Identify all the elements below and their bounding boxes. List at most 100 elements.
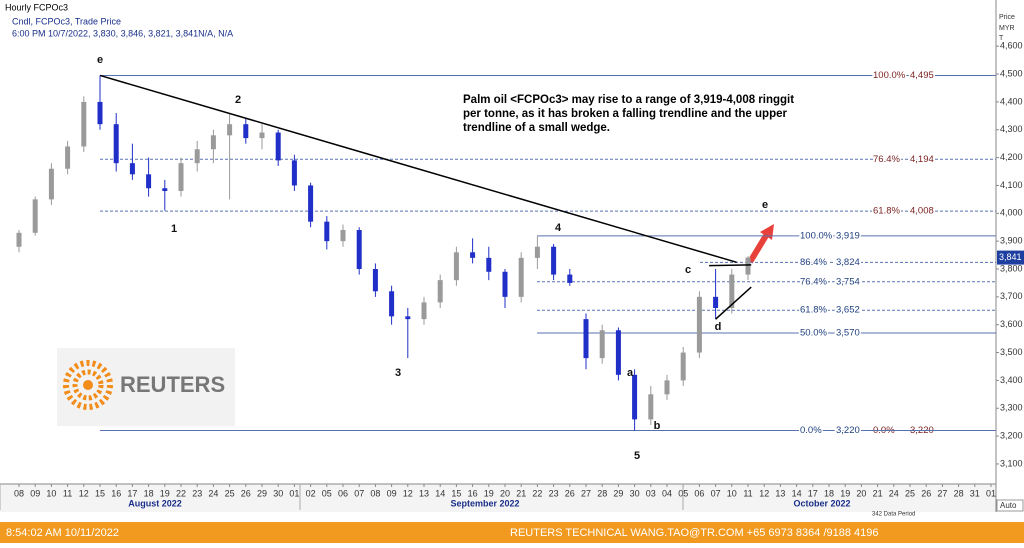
candle-body	[534, 246, 540, 258]
candle-body	[583, 319, 589, 359]
x-tick-label: 17	[808, 488, 818, 498]
candle-body	[194, 149, 200, 164]
x-tick-label: 30	[630, 488, 640, 498]
y-tick-label: 4,500	[1000, 68, 1023, 78]
x-tick-label: 13	[419, 488, 429, 498]
y-tick-label: 4,600	[1000, 41, 1023, 51]
x-tick-label: 28	[597, 488, 607, 498]
wave-label: 3	[395, 367, 401, 379]
candle-body	[291, 160, 297, 186]
x-tick-label: 08	[14, 488, 24, 498]
x-tick-label: 31	[970, 488, 980, 498]
y-tick-label: 3,300	[1000, 403, 1023, 413]
fib-value: 3,652	[836, 305, 860, 316]
month-label: August 2022	[128, 498, 182, 508]
x-tick-label: 06	[338, 488, 348, 498]
candle-body	[551, 246, 557, 275]
y-tick-label: 4,200	[1000, 152, 1023, 162]
fib-label: 0.0%	[800, 425, 822, 436]
candle-body	[275, 132, 281, 161]
fib-value: 3,570	[836, 328, 860, 339]
x-tick-label: 13	[775, 488, 785, 498]
title: Hourly FCPOc3	[5, 2, 68, 12]
x-tick-label: 28	[954, 488, 964, 498]
candle-body	[405, 316, 411, 320]
candle-body	[599, 330, 605, 359]
y-tick-label: 3,800	[1000, 263, 1023, 273]
candle-body	[745, 257, 751, 275]
wedge-line	[715, 286, 752, 320]
candle-body	[48, 168, 54, 200]
fib-value: 3,754	[836, 276, 860, 287]
x-tick-label: 29	[613, 488, 623, 498]
wave-label: 4	[555, 222, 562, 234]
wave-label: d	[715, 321, 722, 333]
candle-body	[81, 101, 87, 147]
x-tick-label: 10	[727, 488, 737, 498]
y-tick-label: 3,900	[1000, 236, 1023, 246]
x-axis-band	[0, 484, 996, 512]
x-tick-label: 15	[451, 488, 461, 498]
x-tick-label: 17	[127, 488, 137, 498]
x-tick-label: 14	[435, 488, 445, 498]
x-tick-label: 16	[468, 488, 478, 498]
fib-label: 100.0%	[873, 70, 906, 81]
y-tick-label: 3,100	[1000, 458, 1023, 468]
footer-contact: REUTERS TECHNICAL WANG.TAO@TR.COM +65 69…	[510, 527, 879, 539]
fib-value: 3,824	[836, 257, 860, 268]
candle-body	[502, 271, 508, 297]
candle-body	[664, 380, 670, 395]
x-tick-label: 23	[549, 488, 559, 498]
month-label: September 2022	[450, 498, 519, 508]
fib-value: 4,008	[910, 206, 934, 217]
x-tick-label: 12	[79, 488, 89, 498]
candle-body	[210, 135, 216, 150]
candle-body	[308, 185, 314, 222]
fib-label: 50.0%	[800, 328, 827, 339]
candle-body	[16, 232, 22, 247]
x-tick-label: 20	[500, 488, 510, 498]
candle-body	[65, 146, 71, 169]
candle-body	[470, 252, 476, 258]
wave-label: c	[685, 264, 691, 276]
x-tick-label: 29	[257, 488, 267, 498]
candle-body	[389, 291, 395, 317]
x-tick-label: 16	[111, 488, 121, 498]
candle-body	[129, 163, 135, 175]
y-tick-label: 3,500	[1000, 347, 1023, 357]
last-price-label: 3,841	[999, 252, 1022, 262]
x-tick-label: 12	[403, 488, 413, 498]
x-tick-label: 18	[824, 488, 834, 498]
candle-body	[178, 163, 184, 192]
x-tick-label: 27	[581, 488, 591, 498]
x-tick-label: 22	[176, 488, 186, 498]
x-tick-label: 24	[208, 488, 218, 498]
y-tick-label: 3,400	[1000, 375, 1023, 385]
y-tick-label: 4,100	[1000, 180, 1023, 190]
candle-body	[437, 280, 443, 303]
x-tick-label: 26	[921, 488, 931, 498]
candle-body	[340, 230, 346, 242]
x-tick-label: 25	[225, 488, 235, 498]
x-tick-label: 11	[743, 488, 752, 498]
x-tick-label: 04	[662, 488, 672, 498]
fib-label: 61.8%	[800, 305, 827, 316]
x-tick-label: 05	[322, 488, 332, 498]
candle-body	[713, 296, 719, 308]
wave-label: a	[627, 367, 634, 379]
candle-body	[372, 269, 378, 292]
x-tick-label: 14	[792, 488, 802, 498]
y-tick-label: 3,200	[1000, 430, 1023, 440]
x-tick-label: 11	[63, 488, 72, 498]
wave-label: e	[762, 199, 768, 211]
candle-body	[680, 352, 686, 381]
footer-time: 8:54:02 AM 10/11/2022	[6, 527, 119, 539]
fib-label: 61.8%	[873, 206, 900, 217]
candle-body	[97, 101, 103, 125]
x-tick-label: 21	[873, 488, 883, 498]
x-tick-label: 07	[711, 488, 721, 498]
wave-label: b	[654, 420, 661, 432]
candle-body	[729, 274, 735, 308]
candle-body	[243, 124, 249, 139]
